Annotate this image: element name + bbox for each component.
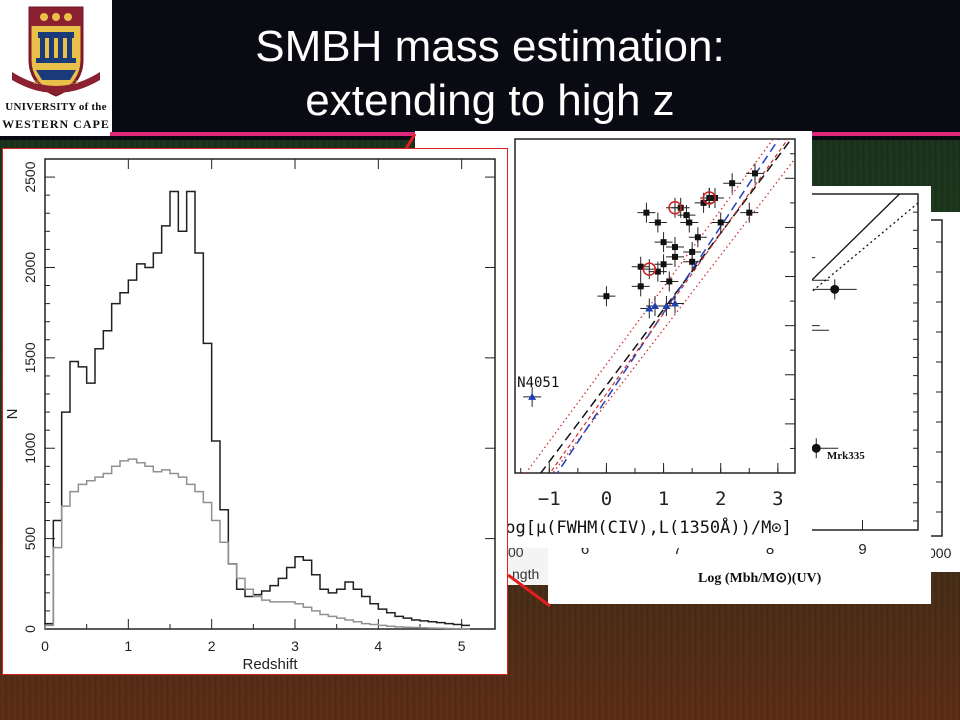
chart-b1-point-square bbox=[654, 219, 661, 226]
logo-text-line1: UNIVERSITY of the bbox=[5, 101, 107, 113]
chart-b2-xtick-label: 6 bbox=[581, 541, 589, 558]
logo-text-line2: WESTERN CAPE bbox=[2, 117, 110, 131]
chart-a-ytick-label: 2000 bbox=[22, 252, 38, 283]
chart-b1-plot-area bbox=[523, 139, 795, 473]
chart-a-xtick-label: 2 bbox=[208, 638, 216, 654]
chart-b1-point-square bbox=[683, 212, 690, 219]
chart-b1-point-square bbox=[660, 261, 667, 268]
connector-bottom bbox=[507, 573, 551, 608]
chart-b1-xtick-label: 3 bbox=[772, 488, 783, 510]
chart-b2-xtick-label: 9 bbox=[858, 541, 866, 558]
chart-b1-svg: −1 0 1 2 3 Log[μ(FWHM(CIV),L(1350Å))/M⊙] N4051 bbox=[495, 138, 796, 538]
chart-b1-xtick-label: 2 bbox=[715, 488, 726, 510]
chart-b1-point-circle bbox=[702, 191, 717, 205]
chart-b1-point-square bbox=[637, 283, 644, 290]
chart-b1-point-square bbox=[637, 263, 644, 270]
slide-title-line1: SMBH mass estimation: bbox=[255, 22, 725, 71]
chart-b2-point bbox=[811, 443, 821, 453]
chart-b1-point-square bbox=[672, 244, 678, 251]
chart-b1-point-triangle bbox=[662, 302, 671, 309]
chart-b2-xtick-label: 8 bbox=[766, 541, 774, 558]
chart-a-svg: 0 1 2 3 4 5 0 500 1000 1500 2000 2500 Redshift N bbox=[4, 158, 496, 673]
slide-title-line2: extending to high z bbox=[305, 76, 675, 125]
chart-b1-point-square bbox=[694, 234, 701, 241]
university-logo: RESPICE PROSPICE UNIVERSITY of the WESTE… bbox=[0, 0, 112, 136]
chart-a-xtick-label: 3 bbox=[291, 638, 299, 654]
logo-motto: RESPICE PROSPICE bbox=[34, 81, 79, 86]
chart-b1-point-circle bbox=[668, 201, 682, 215]
chart-b1-point-circle bbox=[642, 262, 657, 276]
chart-b2-annotation: Mrk335 bbox=[827, 450, 865, 462]
chart-a-series-1 bbox=[44, 190, 470, 629]
chart-a-xtick-label: 0 bbox=[41, 638, 49, 654]
chart-a-xtick-label: 4 bbox=[374, 638, 382, 654]
panel-d-xtick-fragment: 000 bbox=[928, 545, 952, 561]
chart-a-ytick-label: 500 bbox=[22, 527, 38, 551]
chart-b1-point-triangle bbox=[651, 302, 659, 309]
chart-b1-xtick-label: 0 bbox=[601, 488, 612, 510]
chart-b1-fit-black bbox=[539, 139, 793, 473]
chart-panel-a: 0 1 2 3 4 5 0 500 1000 1500 2000 2500 Redshift N bbox=[2, 148, 508, 675]
chart-b1-point-triangle bbox=[528, 392, 537, 400]
chart-b1-point-square bbox=[746, 209, 753, 216]
chart-a-xtick-label: 5 bbox=[458, 638, 466, 654]
chart-b1-point-square bbox=[700, 199, 707, 206]
chart-a-ytick-label: 0 bbox=[22, 625, 38, 633]
chart-b1-point-square bbox=[666, 278, 673, 285]
chart-a-xtick-label: 1 bbox=[124, 638, 132, 654]
slide-title: SMBH mass estimation: extending to high … bbox=[150, 20, 830, 128]
chart-b1-point-square bbox=[689, 258, 696, 265]
chart-b1-point-square bbox=[729, 180, 736, 187]
chart-a-ytick-label: 1500 bbox=[22, 342, 38, 373]
chart-b1-xtick-label: 1 bbox=[658, 488, 669, 510]
chart-b1-annotation: N4051 bbox=[517, 375, 559, 391]
chart-b1-point-square bbox=[660, 239, 667, 246]
chart-panel-c-plot: 00 ngth bbox=[508, 544, 539, 582]
chart-b1-point-square bbox=[752, 170, 758, 177]
chart-b1-point-square bbox=[603, 293, 610, 300]
chart-b1-xlabel: Log[μ(FWHM(CIV),L(1350Å))/M⊙] bbox=[495, 516, 792, 538]
chart-b1-point-triangle bbox=[671, 299, 679, 307]
chart-b1-frame bbox=[514, 138, 796, 474]
chart-a-ylabel: N bbox=[4, 409, 21, 420]
chart-a-series-2 bbox=[44, 458, 470, 630]
chart-b2-point bbox=[830, 284, 840, 294]
chart-a-ytick-label: 2500 bbox=[22, 161, 38, 192]
chart-a-frame bbox=[44, 158, 496, 630]
chart-b1-point-square bbox=[654, 268, 661, 275]
chart-b1-point-square bbox=[717, 219, 724, 226]
chart-a-ytick-label: 1000 bbox=[22, 432, 38, 463]
chart-b2-xtick-label: 7 bbox=[673, 541, 681, 558]
chart-b1-point-triangle bbox=[645, 304, 654, 312]
panel-c-xlabel-fragment: ngth bbox=[512, 566, 539, 582]
chart-b1-point-square bbox=[686, 219, 693, 226]
chart-b2-xlabel: Log (Mbh/M⊙)(UV) bbox=[698, 571, 822, 586]
university-crest-icon: RESPICE PROSPICE bbox=[12, 6, 100, 97]
panel-c-xtick-fragment: 00 bbox=[508, 544, 524, 560]
chart-a-xlabel: Redshift bbox=[242, 656, 298, 673]
chart-b1-point-square bbox=[643, 209, 650, 216]
chart-b1-fit-red bbox=[549, 139, 789, 473]
chart-b1-xtick-label: −1 bbox=[538, 488, 561, 510]
